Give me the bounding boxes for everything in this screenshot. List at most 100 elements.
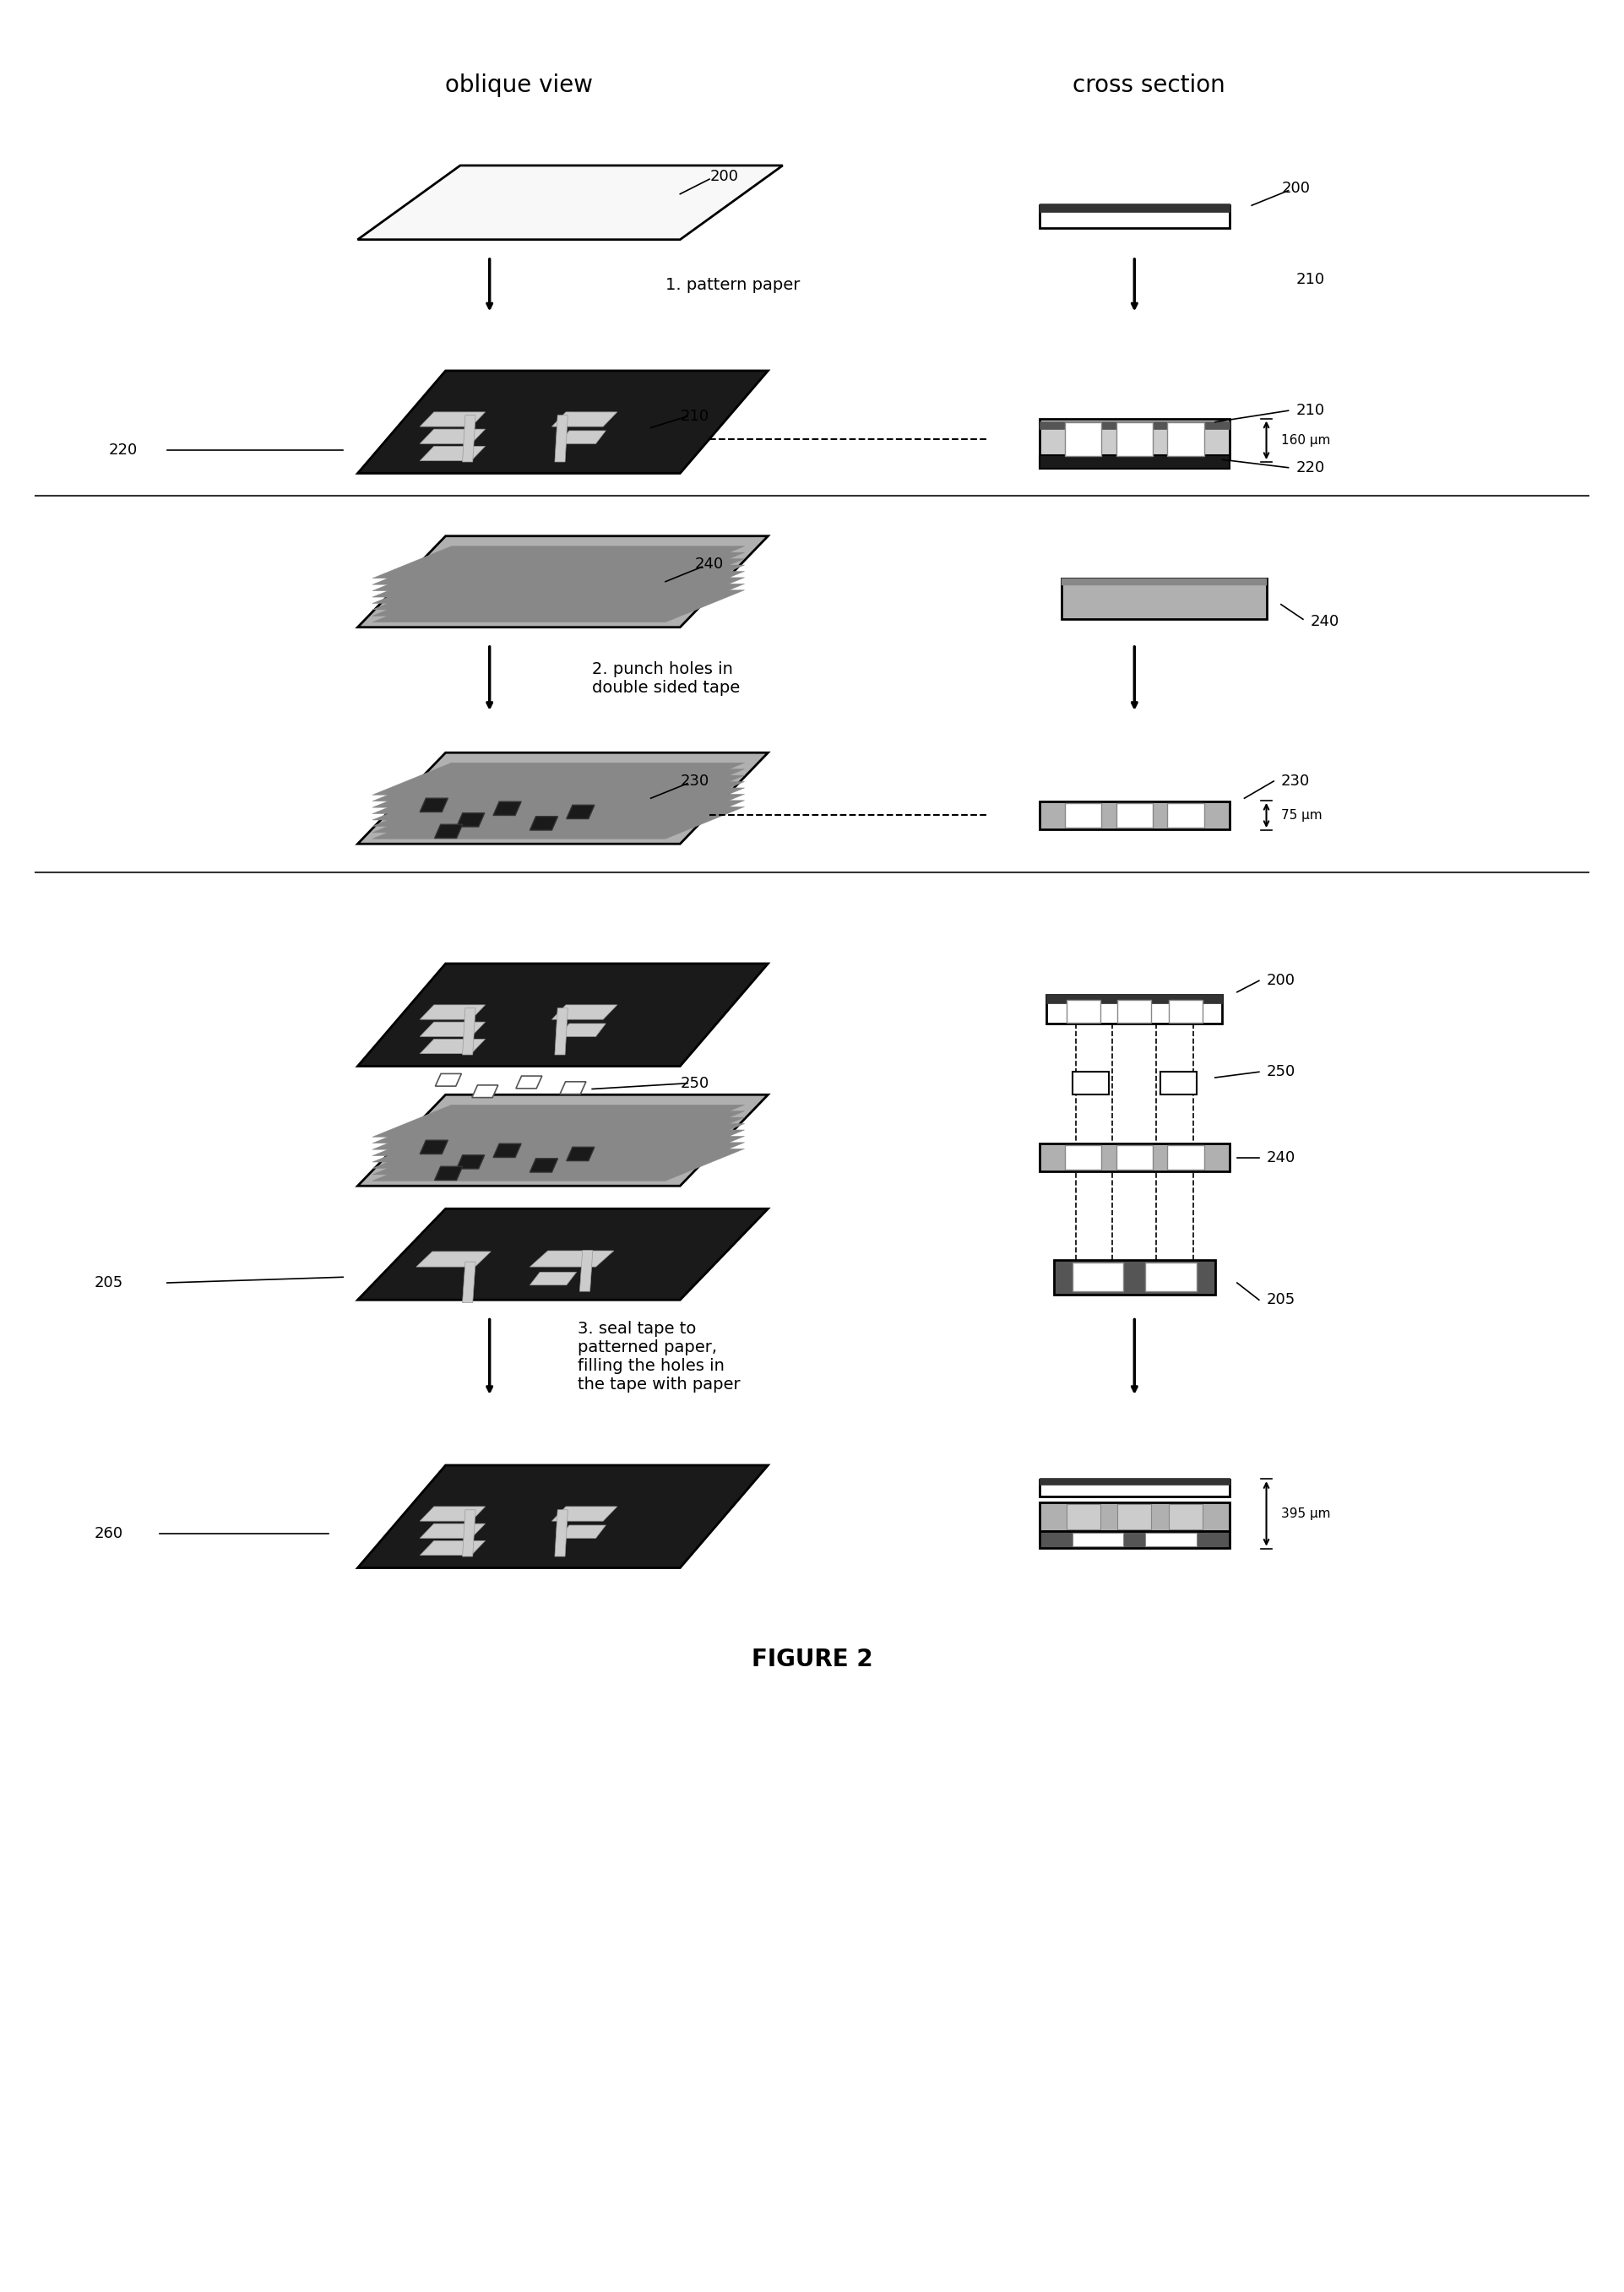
Polygon shape	[473, 1084, 499, 1098]
Bar	[1046, 995, 1223, 1025]
Text: FIGURE 2: FIGURE 2	[752, 1648, 872, 1671]
Text: 230: 230	[680, 775, 710, 788]
Polygon shape	[560, 1082, 586, 1093]
Bar	[1072, 1533, 1124, 1547]
Polygon shape	[529, 816, 557, 830]
Bar	[1168, 802, 1203, 827]
Text: 210: 210	[680, 408, 710, 424]
Bar	[1039, 1531, 1229, 1547]
Text: 3. seal tape to
patterned paper,
filling the holes in
the tape with paper: 3. seal tape to patterned paper, filling…	[578, 1320, 741, 1394]
Bar	[1116, 422, 1153, 456]
Polygon shape	[372, 800, 744, 832]
Polygon shape	[372, 1130, 744, 1162]
Text: 395 μm: 395 μm	[1281, 1508, 1330, 1520]
Text: oblique view: oblique view	[445, 73, 593, 99]
Polygon shape	[463, 1008, 476, 1054]
Bar	[1065, 1146, 1101, 1169]
Polygon shape	[357, 1465, 768, 1568]
Polygon shape	[357, 963, 768, 1066]
Polygon shape	[372, 782, 744, 814]
Bar	[1039, 802, 1229, 830]
Text: 260: 260	[94, 1526, 123, 1540]
Polygon shape	[372, 793, 744, 827]
Bar	[1039, 1144, 1229, 1171]
Text: cross section: cross section	[1073, 73, 1226, 99]
Polygon shape	[421, 429, 486, 445]
Bar	[1039, 1481, 1229, 1497]
Text: 210: 210	[1296, 403, 1325, 417]
Bar	[1117, 999, 1151, 1022]
Polygon shape	[357, 752, 768, 843]
Bar	[1117, 1504, 1151, 1529]
Bar	[1145, 1533, 1197, 1547]
Polygon shape	[372, 763, 744, 795]
Polygon shape	[567, 804, 594, 818]
Text: 240: 240	[1311, 614, 1340, 628]
Polygon shape	[555, 1008, 568, 1054]
Bar	[1065, 802, 1101, 827]
Polygon shape	[421, 413, 486, 426]
Polygon shape	[555, 415, 568, 463]
Bar	[1039, 422, 1229, 429]
Polygon shape	[529, 1251, 614, 1267]
Bar	[1039, 1501, 1229, 1531]
Polygon shape	[463, 1263, 476, 1302]
Bar	[1060, 580, 1267, 619]
Bar	[1046, 995, 1223, 1004]
Text: 160 μm: 160 μm	[1281, 433, 1330, 447]
Bar	[1169, 999, 1203, 1022]
Polygon shape	[421, 1524, 486, 1538]
Bar	[1054, 1261, 1215, 1295]
Polygon shape	[456, 1155, 484, 1169]
Polygon shape	[372, 1137, 744, 1169]
Polygon shape	[372, 788, 744, 821]
Polygon shape	[372, 807, 744, 839]
Polygon shape	[357, 536, 768, 628]
Polygon shape	[463, 1510, 476, 1556]
Bar	[1169, 1504, 1203, 1529]
Text: 200: 200	[1281, 181, 1311, 195]
Bar	[1072, 1073, 1109, 1096]
Bar	[1060, 578, 1267, 584]
Bar	[1116, 1146, 1153, 1169]
Polygon shape	[372, 770, 744, 802]
Polygon shape	[372, 1123, 744, 1155]
Polygon shape	[372, 589, 744, 621]
Bar	[1072, 1263, 1124, 1290]
Polygon shape	[357, 1208, 768, 1300]
Polygon shape	[421, 1540, 486, 1556]
Bar	[1039, 1478, 1229, 1485]
Bar	[1067, 1504, 1099, 1529]
Bar	[1067, 999, 1099, 1022]
Polygon shape	[372, 775, 744, 807]
Polygon shape	[372, 584, 744, 617]
Polygon shape	[357, 1096, 768, 1185]
Text: 205: 205	[94, 1274, 123, 1290]
Bar	[1145, 1263, 1197, 1290]
Polygon shape	[559, 1025, 606, 1036]
Polygon shape	[421, 447, 486, 461]
Polygon shape	[372, 1112, 744, 1144]
Polygon shape	[372, 559, 744, 591]
Polygon shape	[372, 571, 744, 603]
Polygon shape	[421, 1004, 486, 1020]
Bar	[1160, 1073, 1197, 1096]
Bar	[1168, 422, 1203, 456]
Polygon shape	[529, 1157, 557, 1171]
Polygon shape	[372, 578, 744, 610]
Polygon shape	[372, 1118, 744, 1151]
Text: 200: 200	[1267, 974, 1294, 988]
Polygon shape	[580, 1251, 593, 1290]
Polygon shape	[372, 566, 744, 598]
Text: 250: 250	[1267, 1063, 1296, 1080]
Text: 240: 240	[1267, 1151, 1296, 1164]
Polygon shape	[559, 431, 606, 445]
Polygon shape	[372, 1148, 744, 1180]
Polygon shape	[372, 545, 744, 578]
Polygon shape	[567, 1146, 594, 1160]
Polygon shape	[559, 1524, 606, 1538]
Text: 2. punch holes in
double sided tape: 2. punch holes in double sided tape	[593, 660, 741, 697]
Polygon shape	[372, 1141, 744, 1174]
Polygon shape	[372, 1105, 744, 1137]
Polygon shape	[552, 1506, 617, 1522]
